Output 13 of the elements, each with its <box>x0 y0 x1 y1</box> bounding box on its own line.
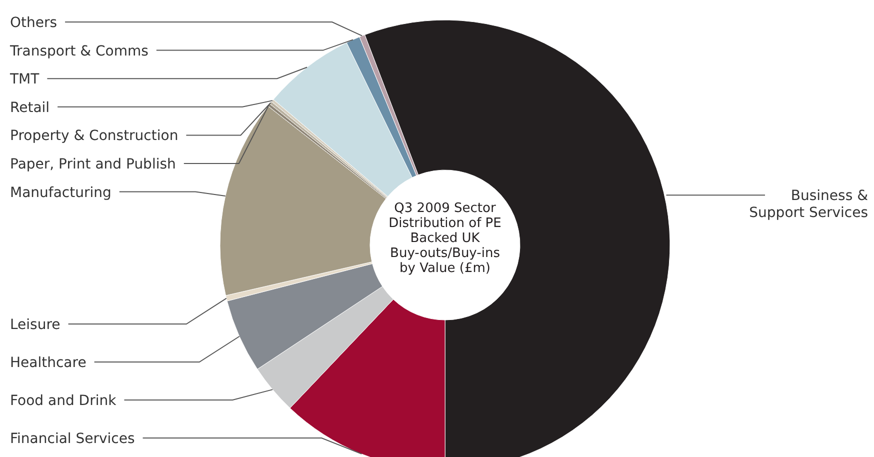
slice-label: Property & Construction <box>10 128 178 144</box>
slice-label: Food and Drink <box>10 393 118 409</box>
slice-label: Leisure <box>10 317 60 333</box>
slice-label: Business & Support Services <box>749 188 868 222</box>
slice-label: Transport & Comms <box>9 43 148 60</box>
slice-label: Retail <box>10 100 50 116</box>
slice-label: Paper, Print and Publish <box>10 156 176 172</box>
slice-label: Financial Services <box>10 431 135 447</box>
text: Q3 2009 Sector Distribution of PE Backed UK Buy-outs/Buy-ins by Value (£m) <box>388 201 502 276</box>
slice-label: Manufacturing <box>10 184 112 201</box>
slice-label: TMT <box>9 72 40 88</box>
slice-label: Others <box>10 15 58 31</box>
slice-label: Healthcare <box>10 355 86 371</box>
